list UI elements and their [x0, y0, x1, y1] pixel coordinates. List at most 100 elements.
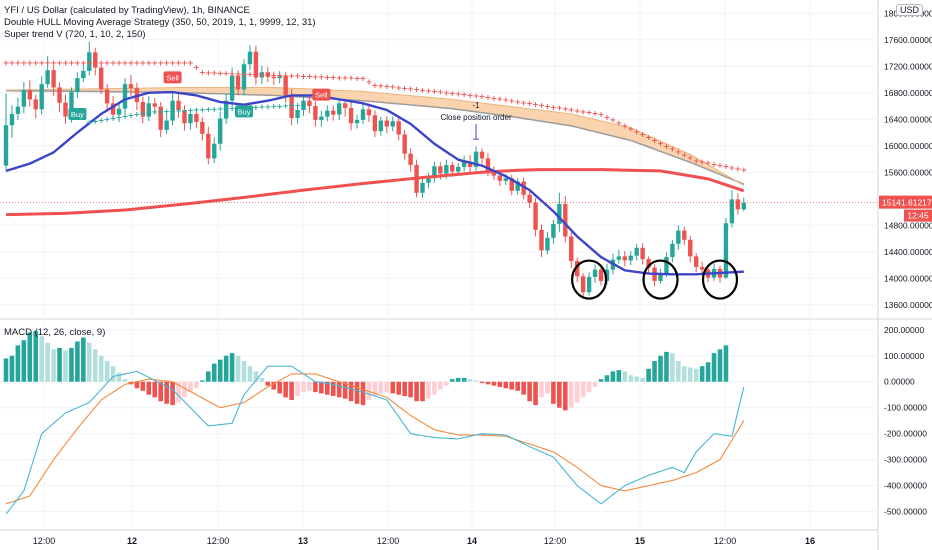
- macd-legend[interactable]: MACD (12, 26, close, 9): [4, 327, 106, 338]
- chart-title[interactable]: YFI / US Dollar (calculated by TradingVi…: [4, 5, 250, 16]
- supertrend-down-marker: +: [32, 58, 39, 67]
- supertrend-down-marker: +: [526, 99, 533, 108]
- supertrend-down-marker: +: [711, 160, 718, 169]
- macd-histogram-bar: [557, 381, 562, 408]
- candle-body: [580, 276, 586, 293]
- macd-histogram-bar: [182, 381, 187, 398]
- supertrend-down-marker: +: [312, 72, 319, 81]
- supertrend-up-marker: +: [229, 104, 236, 113]
- candle-body: [9, 113, 15, 126]
- macd-tick-label: -500.00000: [884, 507, 927, 517]
- supertrend-down-marker: +: [598, 110, 605, 119]
- candle-body: [235, 75, 241, 90]
- buy-label: Buy: [235, 105, 253, 118]
- macd-tick-label: -400.00000: [884, 481, 927, 491]
- supertrend-down-marker: +: [479, 92, 486, 101]
- candle-body: [723, 223, 729, 278]
- supertrend-down-marker: +: [157, 58, 164, 67]
- strategy-legend-supertrend[interactable]: Super trend V (720, 1, 10, 2, 150): [4, 29, 146, 40]
- supertrend-down-marker: +: [592, 109, 599, 118]
- candle-body: [682, 230, 687, 240]
- sell-label: Sell: [163, 71, 182, 84]
- candle-body: [688, 239, 693, 257]
- macd-histogram-bar: [497, 381, 503, 387]
- supertrend-down-marker: +: [229, 69, 236, 78]
- supertrend-down-marker: +: [610, 116, 617, 125]
- supertrend-down-marker: +: [294, 72, 301, 81]
- candle-body: [432, 166, 437, 179]
- supertrend-down-marker: +: [657, 139, 664, 148]
- candle-body: [206, 133, 211, 159]
- macd-histogram-bar: [616, 370, 622, 382]
- supertrend-down-marker: +: [128, 58, 135, 67]
- candle-body: [372, 115, 378, 132]
- supertrend-down-marker: +: [110, 58, 117, 67]
- macd-histogram-bar: [360, 381, 366, 406]
- supertrend-down-marker: +: [318, 73, 325, 82]
- candle-body: [301, 100, 306, 110]
- supertrend-down-marker: +: [574, 106, 581, 115]
- candle-body: [87, 52, 92, 71]
- candle-body: [354, 119, 360, 124]
- supertrend-down-marker: +: [324, 73, 331, 82]
- price-tick-label: 16400.00000: [884, 114, 932, 124]
- macd-histogram-bar: [604, 375, 610, 382]
- supertrend-down-marker: +: [68, 58, 75, 67]
- candle-body: [63, 102, 68, 117]
- supertrend-down-marker: +: [151, 58, 158, 67]
- currency-button[interactable]: USD: [896, 4, 924, 16]
- supertrend-down-marker: +: [3, 58, 10, 67]
- signal-label-text: Sell: [166, 73, 179, 82]
- supertrend-down-marker: +: [514, 97, 521, 106]
- candle-body: [366, 109, 372, 116]
- buy-label: Buy: [68, 108, 87, 121]
- supertrend-down-marker: +: [639, 130, 646, 139]
- candle-body: [563, 204, 568, 237]
- macd-histogram-bar: [527, 381, 532, 402]
- candle-body: [241, 64, 247, 90]
- highlight-circle: [570, 259, 608, 300]
- supertrend-down-marker: +: [604, 113, 611, 122]
- strategy-legend-hull[interactable]: Double HULL Moving Average Strategy (350…: [4, 17, 316, 28]
- supertrend-up-marker: +: [187, 106, 194, 115]
- macd-histogram-bar: [545, 381, 550, 394]
- candle-body: [694, 256, 699, 267]
- supertrend-down-marker: +: [580, 107, 587, 116]
- supertrend-down-marker: +: [276, 71, 283, 80]
- macd-histogram-bar: [687, 367, 693, 382]
- candle-body: [170, 100, 175, 121]
- macd-histogram-bar: [176, 381, 181, 403]
- supertrend-down-marker: +: [342, 74, 349, 83]
- macd-histogram-bar: [580, 381, 586, 398]
- supertrend-down-marker: +: [675, 148, 682, 157]
- macd-histogram-bar: [104, 360, 110, 382]
- supertrend-down-marker: +: [348, 74, 355, 83]
- supertrend-up-marker: +: [92, 117, 99, 126]
- macd-histogram-bar: [57, 347, 62, 382]
- price-tick-label: 13600.00000: [884, 300, 932, 310]
- macd-histogram-bar: [146, 381, 152, 395]
- candle-body: [116, 108, 122, 115]
- candle-body: [545, 237, 550, 251]
- supertrend-up-marker: +: [270, 102, 277, 111]
- supertrend-up-marker: +: [288, 101, 295, 110]
- hma-band-lower: [5, 86, 745, 186]
- macd-histogram-bar: [223, 355, 229, 382]
- macd-histogram-bar: [622, 371, 628, 382]
- candle-body: [444, 164, 449, 174]
- candle-body: [93, 52, 98, 68]
- supertrend-down-marker: +: [9, 58, 16, 67]
- macd-histogram-bar: [568, 381, 574, 408]
- supertrend-up-marker: +: [104, 115, 111, 124]
- macd-histogram-bar: [414, 381, 419, 402]
- signal-label-box: [68, 108, 87, 121]
- price-tick-label: 17200.00000: [884, 61, 932, 71]
- supertrend-down-marker: +: [258, 70, 265, 79]
- candle-body: [646, 259, 651, 268]
- supertrend-down-marker: +: [104, 58, 111, 67]
- last-price-value: 15141.61217: [882, 198, 932, 208]
- candle-body: [378, 120, 384, 132]
- supertrend-down-marker: +: [92, 58, 99, 67]
- candle-body: [456, 166, 461, 172]
